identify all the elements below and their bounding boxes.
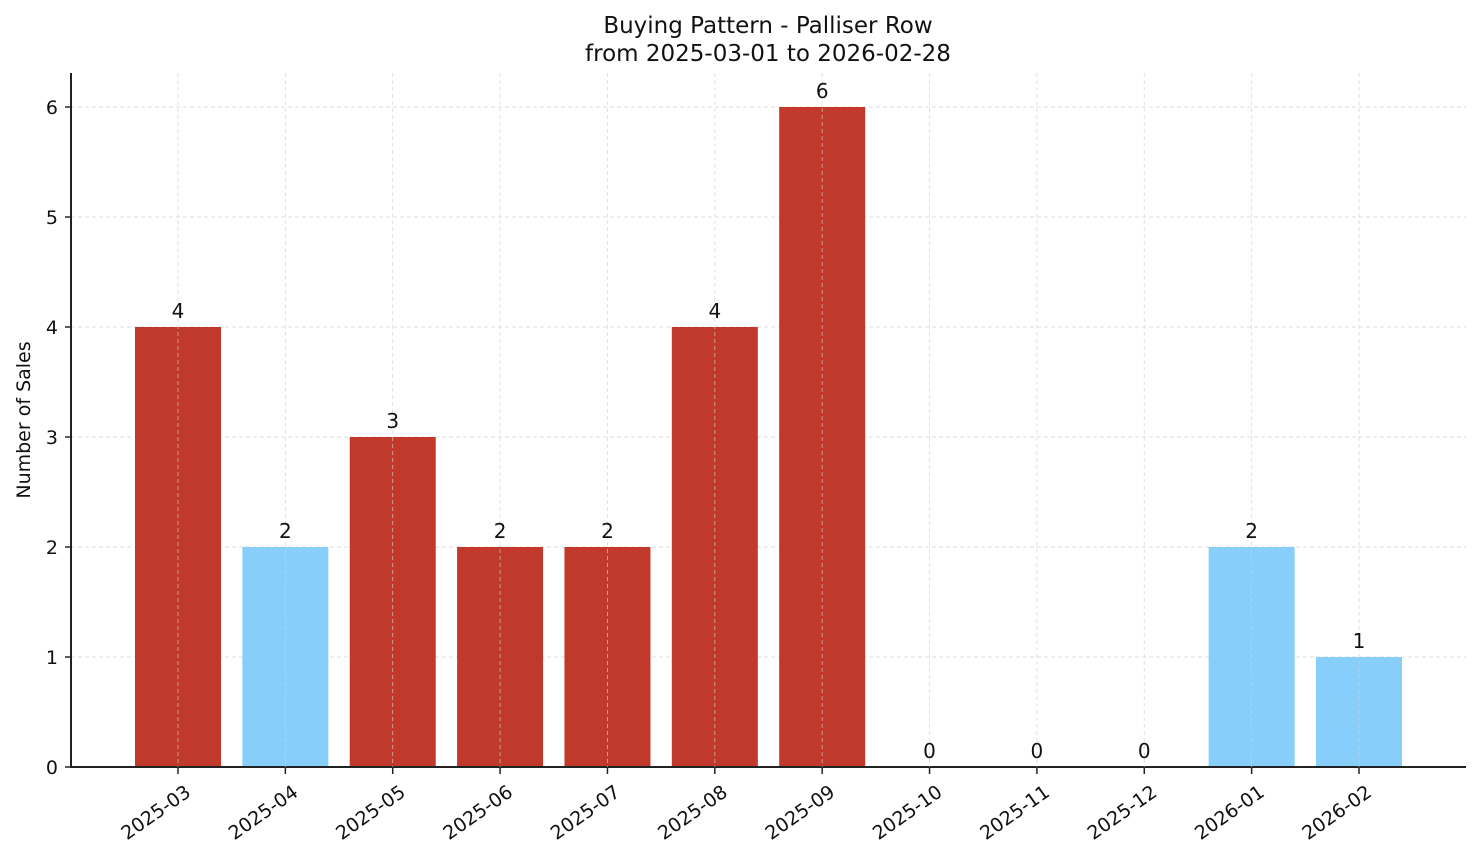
x-tick-label: 2025-11: [976, 781, 1054, 845]
x-tick-label: 2025-10: [869, 781, 947, 845]
y-tick-label: 0: [46, 757, 58, 779]
chart-subtitle: from 2025-03-01 to 2026-02-28: [585, 41, 951, 67]
x-tick-label: 2026-02: [1298, 781, 1376, 845]
y-axis-ticks: 0 1 2 3 4 5 6: [46, 97, 71, 779]
bar-value-label: 2: [1245, 519, 1258, 543]
bar-value-label: 4: [172, 299, 185, 323]
bar-value-label: 3: [386, 409, 399, 433]
chart-title: Buying Pattern - Palliser Row: [603, 13, 932, 39]
y-tick-label: 1: [46, 647, 58, 669]
x-tick-label: 2026-01: [1191, 781, 1269, 845]
x-tick-label: 2025-06: [439, 781, 517, 845]
bar-value-labels: 4 2 3 2 2 4 6 0 0 0 2 1: [172, 73, 1366, 767]
y-tick-label: 4: [46, 317, 58, 339]
x-tick-label: 2025-12: [1083, 781, 1161, 845]
bar: [671, 327, 758, 767]
bar-value-label: 2: [494, 519, 507, 543]
x-tick-label: 2025-08: [654, 781, 732, 845]
bar-value-label: 0: [1031, 739, 1044, 763]
y-tick-label: 6: [46, 97, 58, 119]
x-tick-label: 2025-09: [761, 781, 839, 845]
y-axis-label: Number of Sales: [13, 341, 35, 498]
x-axis-ticks: 2025-03 2025-04 2025-05 2025-06 2025-07 2025-…: [117, 767, 1376, 845]
x-tick-label: 2025-04: [225, 781, 303, 845]
bar-value-label: 0: [1138, 739, 1151, 763]
y-tick-label: 5: [46, 207, 58, 229]
x-tick-label: 2025-07: [547, 781, 625, 845]
x-tick-label: 2025-05: [332, 781, 410, 845]
x-tick-label: 2025-03: [117, 781, 195, 845]
bar-value-label: 4: [708, 299, 721, 323]
bar-value-label: 2: [601, 519, 614, 543]
axes: [70, 73, 1466, 768]
bar-value-label: 0: [923, 739, 936, 763]
bar-value-label: 2: [279, 519, 292, 543]
y-tick-label: 3: [46, 427, 58, 449]
y-tick-label: 2: [46, 537, 58, 559]
bars: [135, 107, 1402, 767]
bar-value-label: 6: [816, 79, 829, 103]
bar-value-label: 1: [1353, 629, 1366, 653]
bar: [135, 327, 221, 767]
